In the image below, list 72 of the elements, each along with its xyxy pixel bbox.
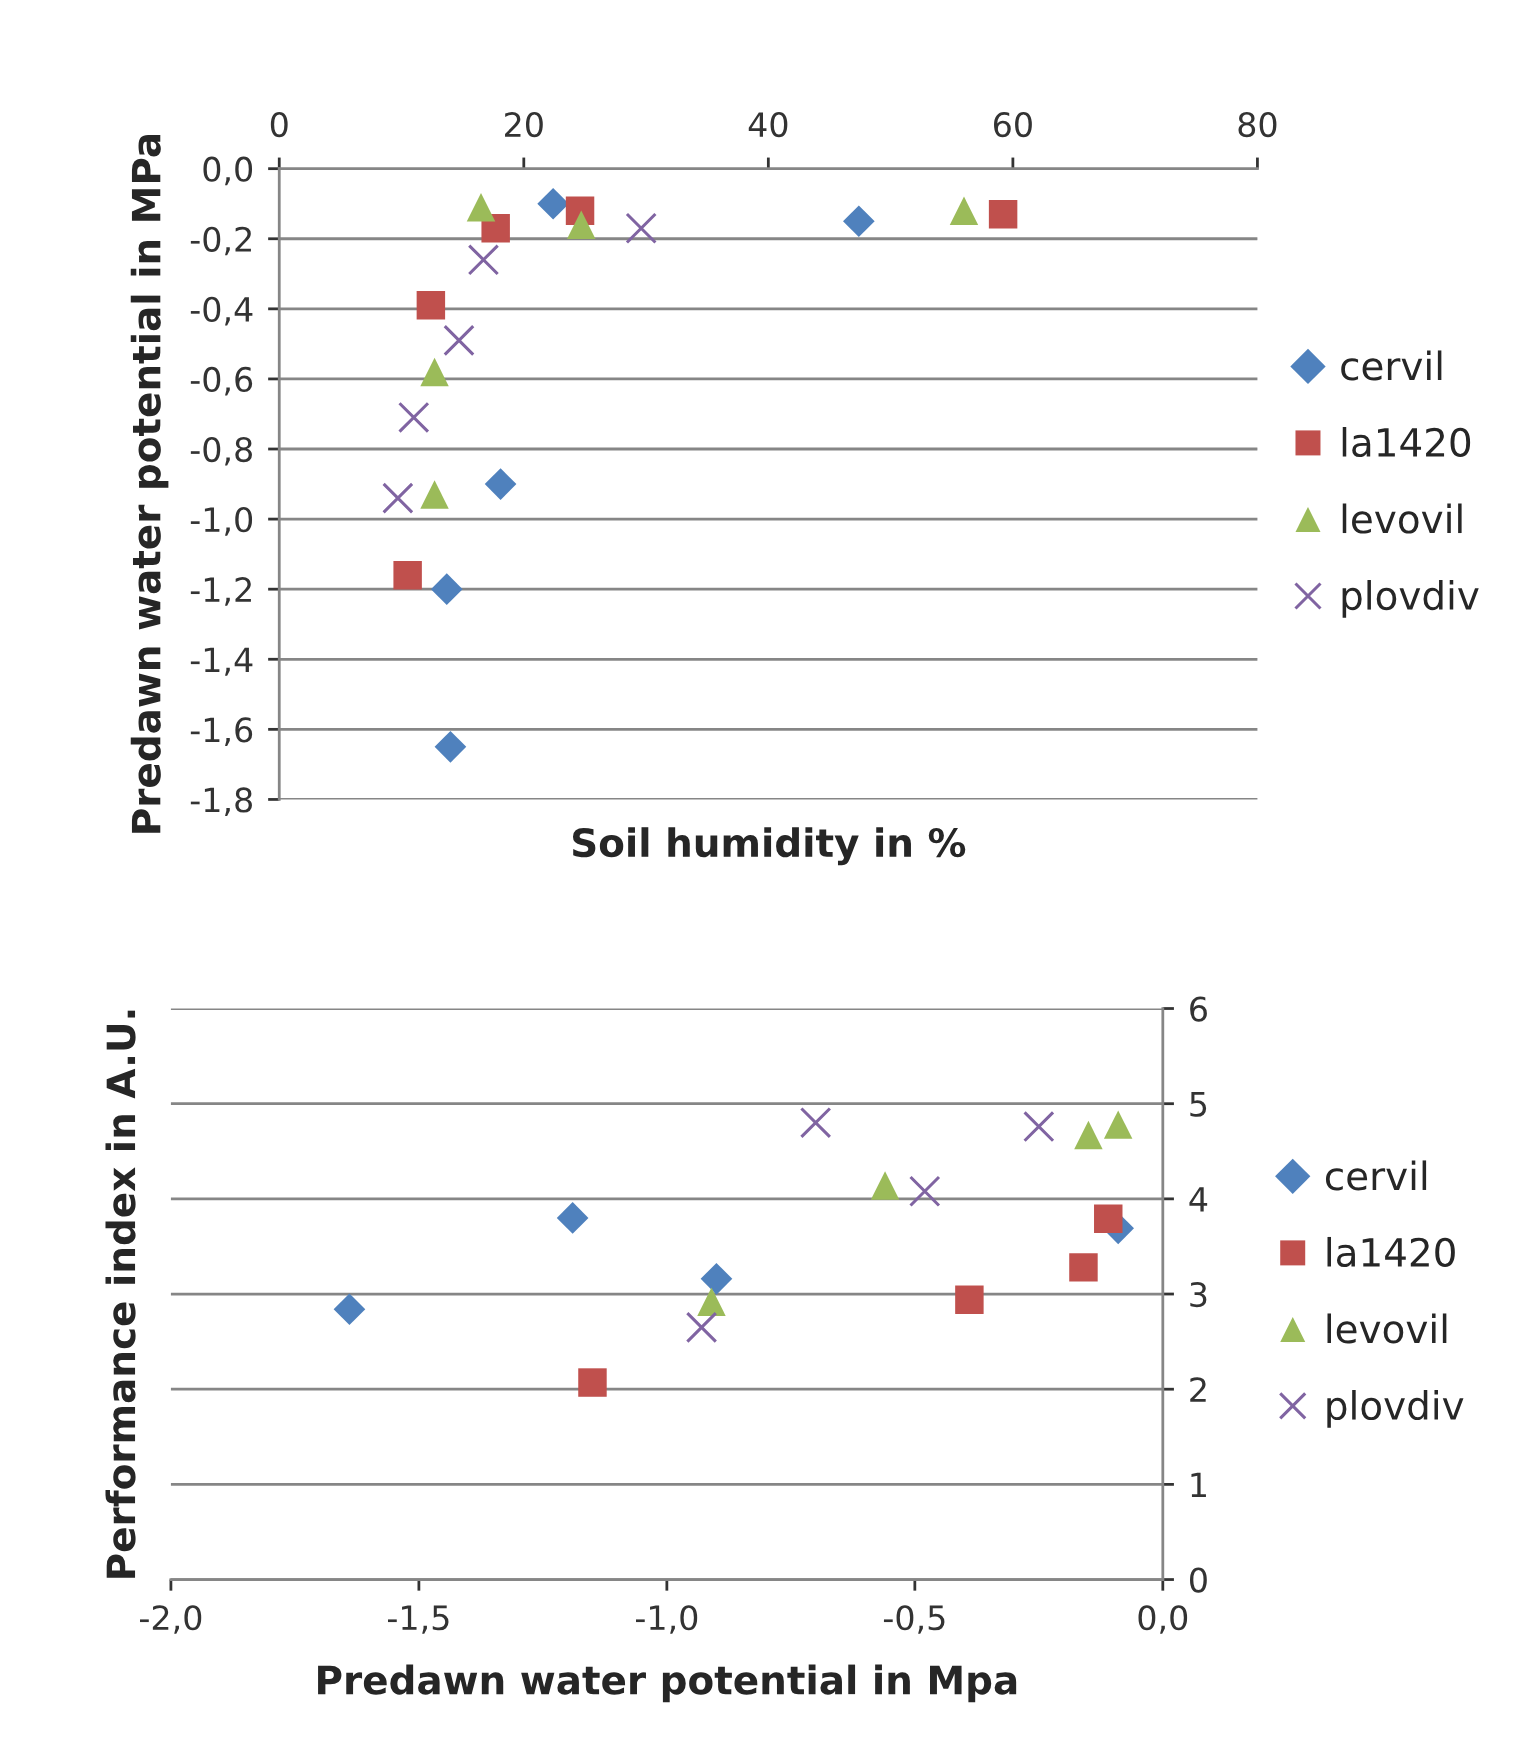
x-axis-title: Soil humidity in % [572,827,966,866]
x-tick-label: -2,0 [140,1605,202,1634]
y-tick-label: -0,6 [190,366,253,396]
y-axis-title: Predawn water potential in MPa [130,134,169,833]
point [949,196,979,225]
point [430,573,463,606]
y-tick-label: -1,6 [190,717,253,746]
point [988,200,1018,229]
point [842,205,875,238]
legend-label: cervil [1325,1160,1427,1191]
y-tick-label: 3 [1190,1281,1207,1308]
point [1023,1110,1055,1143]
y-tick-label: -0,4 [190,296,253,326]
x-tick-label: 20 [505,112,543,138]
point [333,1293,366,1326]
y-tick-label: -0,8 [190,436,252,466]
y-tick-label: -1,2 [190,577,251,606]
y-tick-label: 1 [1191,1472,1206,1498]
y-tick-label: -1,4 [190,647,253,676]
x-tick-label: -1,5 [388,1605,449,1634]
point [1094,1204,1123,1234]
y-tick-label: 5 [1190,1092,1207,1117]
y-tick-label: -1,0 [190,507,253,536]
point [420,357,449,387]
point [397,401,430,434]
y-tick-label: 0,0 [203,156,253,186]
y-tick-label: 6 [1190,996,1207,1022]
point [799,1106,832,1139]
x-tick-label: 40 [748,112,788,138]
x-tick-label: -0,5 [883,1605,945,1634]
legend-label: levovil [1342,503,1462,534]
legend-label: plovdiv [1342,580,1479,618]
y-tick-label: 4 [1189,1187,1208,1212]
point [556,1202,589,1234]
point [908,1175,941,1208]
point [578,1368,607,1397]
legend-label: levovil [1327,1313,1447,1344]
x-tick-label: 0 [270,112,288,138]
point [697,1287,726,1316]
point [1074,1120,1103,1150]
point [382,482,414,514]
legend-label: plovdiv [1327,1390,1464,1428]
point [870,1171,900,1200]
point [625,212,657,245]
legend-label: la1420 [1342,426,1471,458]
point [1069,1253,1098,1282]
x-tick-label: 80 [1238,112,1277,138]
x-tick-label: 60 [994,112,1032,138]
x-tick-label: 0,0 [1138,1605,1188,1634]
point [955,1285,984,1314]
point [416,291,446,320]
legend-label: cervil [1341,350,1442,381]
point [537,187,569,220]
point [567,210,596,239]
y-tick-label: -1,8 [190,787,252,816]
point [484,468,517,500]
point [466,192,496,222]
y-axis-title: Performance index in A.U. [105,1010,136,1578]
x-axis-title: Predawn water potential in Mpa [318,1664,1017,1703]
point [434,731,467,763]
point [393,560,422,590]
y-tick-label: -0,2 [190,226,251,256]
y-tick-label: 2 [1190,1377,1206,1402]
point [685,1311,718,1344]
legend-label: la1420 [1327,1236,1455,1268]
point [420,480,449,509]
point [443,324,475,357]
x-tick-label: -1,0 [635,1605,698,1634]
point [700,1262,733,1295]
point [467,244,500,276]
point [1103,1110,1133,1139]
y-tick-label: 0 [1190,1567,1207,1593]
